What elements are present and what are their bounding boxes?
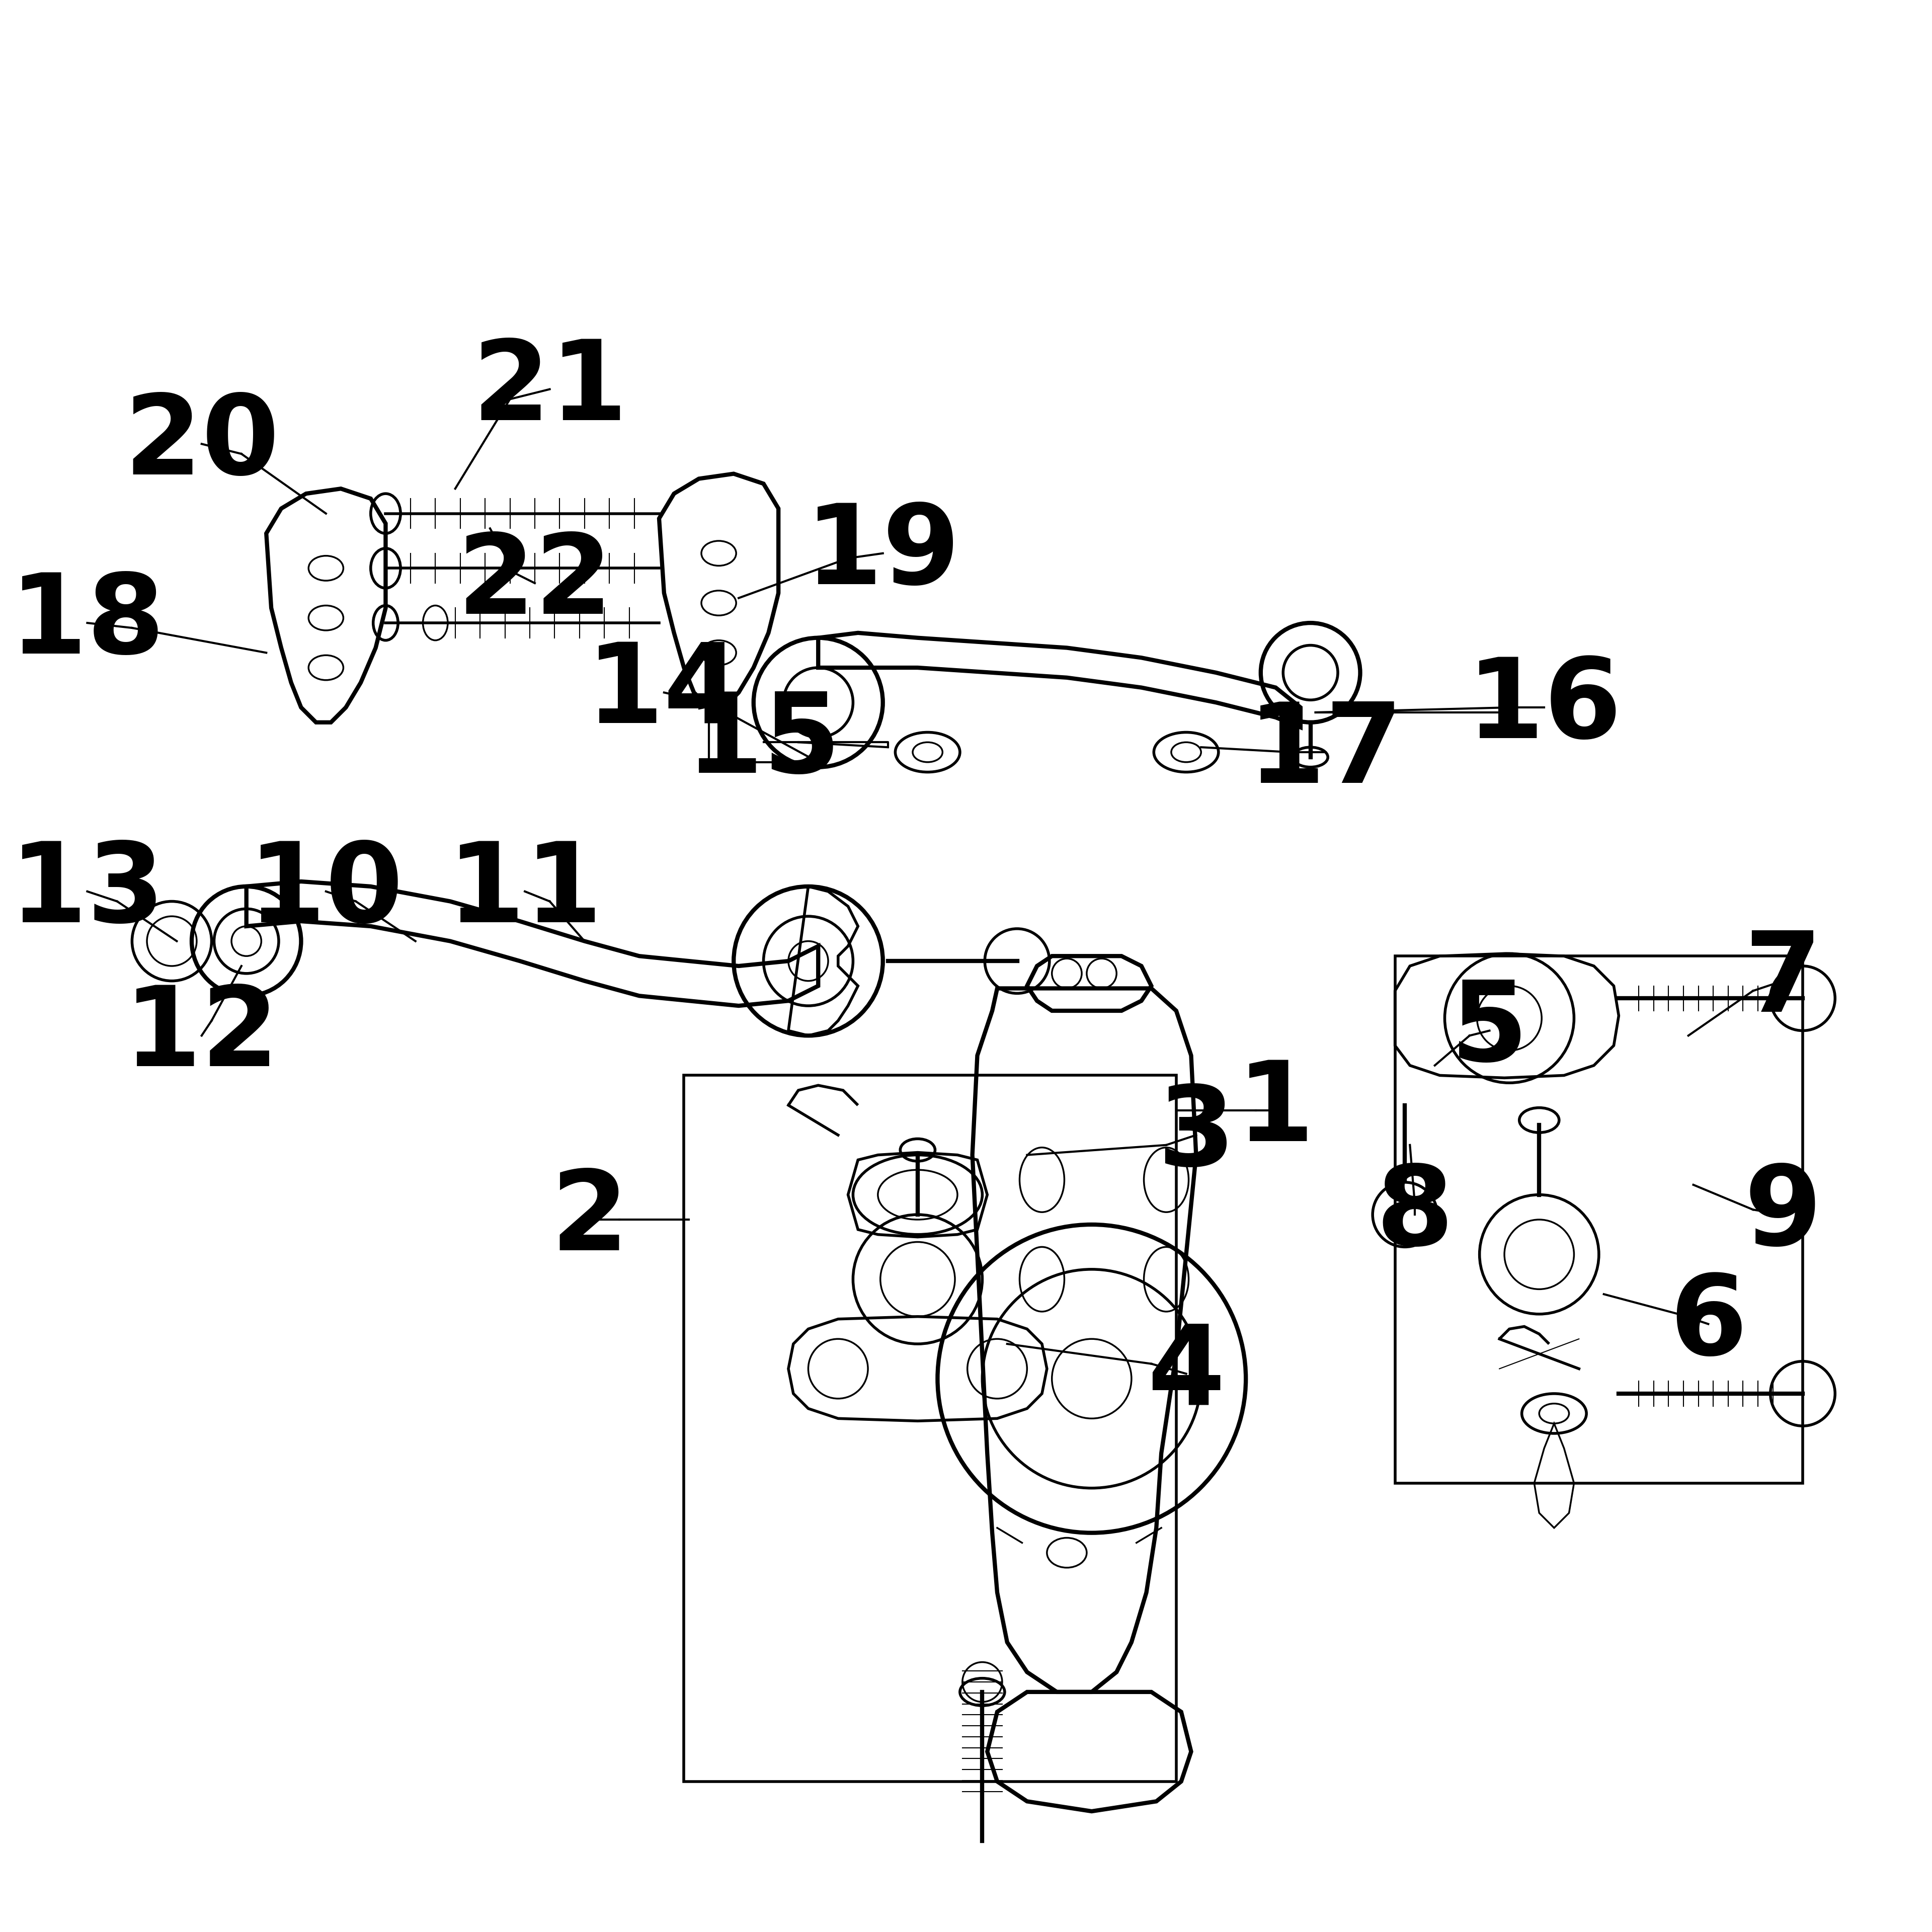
Text: 12: 12 <box>124 981 280 1090</box>
Text: 14: 14 <box>585 639 742 746</box>
Text: 19: 19 <box>806 500 960 607</box>
Text: 21: 21 <box>471 336 628 442</box>
Text: 15: 15 <box>686 688 840 796</box>
Text: 22: 22 <box>458 529 612 638</box>
Text: 18: 18 <box>10 570 164 676</box>
Text: 1: 1 <box>1236 1057 1314 1165</box>
Text: 17: 17 <box>1248 697 1403 806</box>
Text: 2: 2 <box>551 1165 628 1273</box>
Text: 9: 9 <box>1745 1161 1822 1269</box>
Text: 11: 11 <box>446 838 603 945</box>
Text: 8: 8 <box>1376 1161 1453 1269</box>
Text: 13: 13 <box>10 838 164 945</box>
Text: 4: 4 <box>1148 1320 1225 1428</box>
Text: 10: 10 <box>247 838 404 945</box>
Text: 5: 5 <box>1451 978 1528 1084</box>
Bar <box>684 1076 1177 1781</box>
Text: 6: 6 <box>1669 1269 1747 1378</box>
Text: 20: 20 <box>124 390 280 498</box>
Bar <box>1395 956 1803 1484</box>
Text: 3: 3 <box>1157 1082 1235 1188</box>
Text: 16: 16 <box>1466 653 1623 761</box>
Text: 7: 7 <box>1745 927 1822 1036</box>
